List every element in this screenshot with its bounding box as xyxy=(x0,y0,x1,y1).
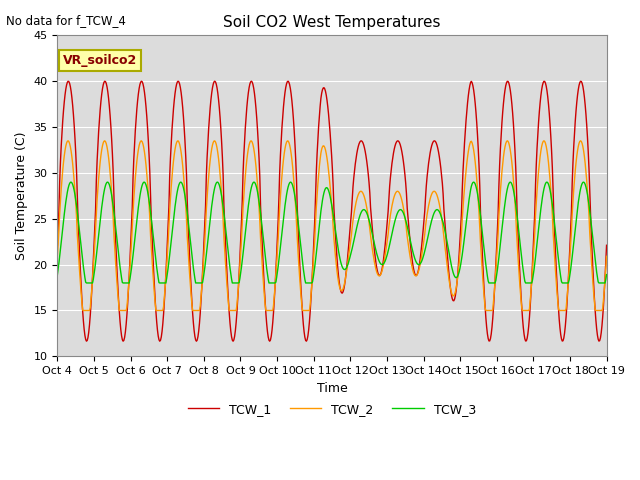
TCW_1 xyxy=(401,165,408,170)
Title: Soil CO2 West Temperatures: Soil CO2 West Temperatures xyxy=(223,15,441,30)
TCW_2 xyxy=(603,253,611,259)
Y-axis label: Soil Temperature (C): Soil Temperature (C) xyxy=(15,132,28,260)
TCW_3 xyxy=(470,179,477,185)
TCW_1 xyxy=(229,338,237,344)
TCW_1 xyxy=(603,242,611,248)
Legend: TCW_1, TCW_2, TCW_3: TCW_1, TCW_2, TCW_3 xyxy=(183,398,481,420)
Line: TCW_3: TCW_3 xyxy=(58,182,607,283)
TCW_3 xyxy=(399,210,407,216)
TCW_3 xyxy=(63,189,71,195)
TCW_1 xyxy=(176,81,184,87)
TCW_2 xyxy=(177,145,184,151)
TCW_1 xyxy=(63,80,71,85)
TCW_3 xyxy=(54,272,61,277)
TCW_2 xyxy=(54,253,61,259)
TCW_3 xyxy=(121,280,129,286)
TCW_2 xyxy=(121,308,129,313)
TCW_1 xyxy=(211,78,219,84)
TCW_3 xyxy=(177,180,184,185)
TCW_2 xyxy=(415,265,423,271)
TCW_1 xyxy=(120,337,128,343)
TCW_3 xyxy=(415,262,423,267)
TCW_1 xyxy=(54,242,61,248)
TCW_2 xyxy=(540,138,548,144)
TCW_2 xyxy=(205,165,213,171)
TCW_3 xyxy=(205,223,213,229)
Text: VR_soilco2: VR_soilco2 xyxy=(63,54,137,67)
TCW_1 xyxy=(205,126,212,132)
TCW_1 xyxy=(417,256,424,262)
TCW_3 xyxy=(603,272,611,277)
Line: TCW_1: TCW_1 xyxy=(58,81,607,341)
TCW_2 xyxy=(63,138,71,144)
X-axis label: Time: Time xyxy=(317,382,348,395)
TCW_3 xyxy=(83,280,90,286)
Text: No data for f_TCW_4: No data for f_TCW_4 xyxy=(6,14,126,27)
Line: TCW_2: TCW_2 xyxy=(58,141,607,311)
TCW_2 xyxy=(399,205,407,211)
TCW_2 xyxy=(79,308,87,313)
